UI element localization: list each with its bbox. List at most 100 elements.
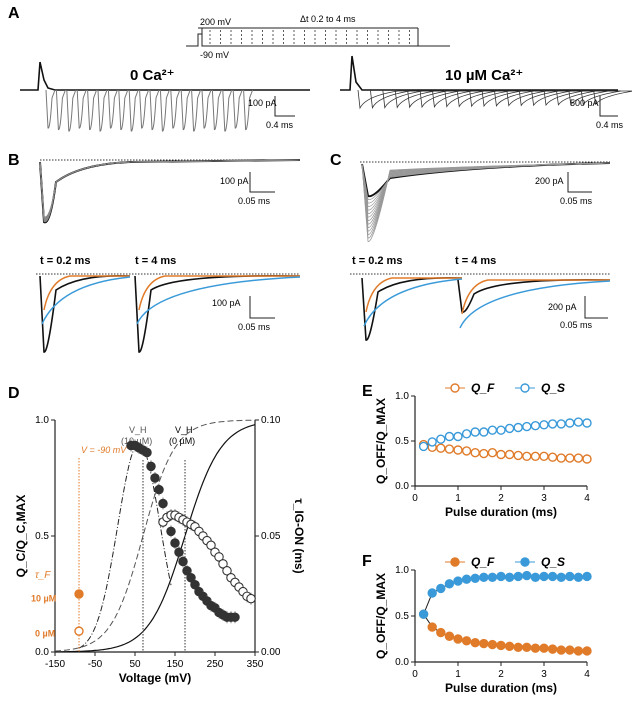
a-left-off-trace — [243, 89, 254, 131]
x-tick-label: 0 — [412, 493, 418, 504]
data-point — [556, 453, 566, 463]
a-left-off-trace — [170, 89, 181, 129]
panel-c-traces — [361, 162, 611, 242]
x-tick-label: 250 — [207, 659, 224, 670]
data-point — [214, 552, 224, 562]
b-trace — [39, 159, 301, 222]
voltage-protocol — [186, 27, 450, 47]
b-inset-2-orange-fit — [138, 275, 300, 311]
data-point — [547, 419, 558, 429]
a-right-off-trace — [357, 89, 618, 110]
data-point — [522, 642, 532, 652]
y-tick-label: 0.0 — [395, 657, 409, 668]
legend-marker — [450, 557, 460, 567]
data-point — [487, 425, 498, 435]
data-point — [522, 570, 532, 581]
tau-point — [74, 589, 84, 599]
annotation-tauF: τ_F — [35, 570, 51, 581]
a-left-off-trace — [45, 89, 56, 129]
a-right-off-trace — [506, 89, 618, 107]
data-point — [170, 538, 180, 548]
chart-d: -150 -50 50 150 250 350 0.0 0.5 1.0 Voltage (mV) Q… — [14, 415, 306, 685]
data-point — [146, 461, 156, 472]
a-right-off-trace — [593, 89, 632, 106]
data-point — [504, 423, 515, 434]
data-point — [556, 645, 566, 655]
x-tick-label: 2 — [498, 493, 504, 504]
panel-c-scale-y: 200 pA — [535, 176, 564, 186]
x-axis-label: Pulse duration (ms) — [445, 681, 557, 695]
data-point — [479, 572, 489, 583]
b-inset-1-orange-fit — [43, 275, 130, 311]
y-axis-label: Q_OFF/Q_MAX — [374, 573, 388, 659]
a-left-off-trace — [128, 89, 139, 132]
right-tick-label: 0.05 — [261, 531, 281, 542]
x-tick-label: 350 — [247, 659, 264, 670]
a-right-off-trace — [494, 89, 618, 107]
x-tick-label: -150 — [45, 659, 65, 670]
data-point — [565, 645, 575, 655]
data-point — [186, 573, 196, 583]
a-right-off-trace — [394, 89, 618, 109]
data-point — [182, 566, 192, 576]
right-tick-label: 0.00 — [261, 647, 281, 658]
panel-c-scale-x: 0.05 ms — [560, 196, 593, 206]
protocol-dashes — [209, 30, 410, 46]
data-point — [453, 445, 463, 455]
c-inset-1-blue-fit — [363, 278, 463, 327]
a-right-off-trace — [531, 89, 618, 107]
right-tick-label: 0.10 — [261, 415, 281, 426]
x-tick-label: 4 — [584, 669, 590, 680]
data-point — [582, 418, 592, 428]
data-point — [565, 571, 575, 582]
a-right-off-trace — [518, 89, 618, 107]
data-point — [565, 453, 575, 463]
data-point — [444, 631, 455, 641]
data-point — [418, 609, 429, 619]
data-point — [427, 588, 437, 598]
data-point — [470, 427, 480, 437]
panel-b-inset-scale-x: 0.05 ms — [238, 322, 271, 332]
data-point — [496, 640, 506, 651]
data-point — [573, 646, 584, 656]
y-axis-label: Q_OFF/Q_MAX — [374, 398, 388, 484]
data-point — [444, 444, 455, 454]
panel-label-c: C — [330, 152, 342, 169]
b-trace — [39, 159, 301, 220]
legend-label: Q_F — [471, 555, 495, 569]
panel-a-right-scale-x: 0.4 ms — [596, 120, 624, 130]
data-point — [461, 574, 472, 584]
data-point — [573, 453, 584, 463]
panel-c-inset-scalebar — [584, 296, 608, 319]
a-left-off-trace — [66, 89, 77, 132]
a-right-off-trace — [456, 89, 618, 108]
data-point — [174, 547, 184, 557]
a-left-off-trace — [232, 89, 243, 129]
a-right-off-trace — [444, 89, 618, 108]
data-point — [522, 421, 532, 432]
data-point — [496, 449, 506, 460]
legend-label: Q_S — [541, 555, 565, 569]
x-tick-label: 0 — [412, 669, 418, 680]
data-point — [513, 571, 523, 582]
panel-b-scale-y: 100 pA — [220, 176, 249, 186]
y-tick-label: 0.5 — [395, 436, 409, 447]
data-point — [504, 572, 515, 583]
panel-label-a: A — [8, 5, 20, 22]
x-axis-label: Pulse duration (ms) — [445, 505, 557, 519]
data-point — [487, 639, 498, 650]
data-point — [487, 572, 498, 583]
legend-marker — [520, 383, 530, 393]
a-left-off-trace — [107, 89, 118, 129]
data-point — [206, 540, 216, 551]
data-point — [487, 448, 498, 458]
data-point — [582, 571, 592, 582]
data-point — [418, 441, 429, 452]
a-left-off-trace — [149, 89, 160, 131]
data-point — [479, 448, 489, 459]
data-point — [218, 559, 228, 569]
data-point — [453, 576, 463, 586]
y-tick-label: 0.5 — [35, 531, 49, 542]
x-tick-label: 1 — [455, 669, 461, 680]
data-point — [461, 446, 472, 456]
